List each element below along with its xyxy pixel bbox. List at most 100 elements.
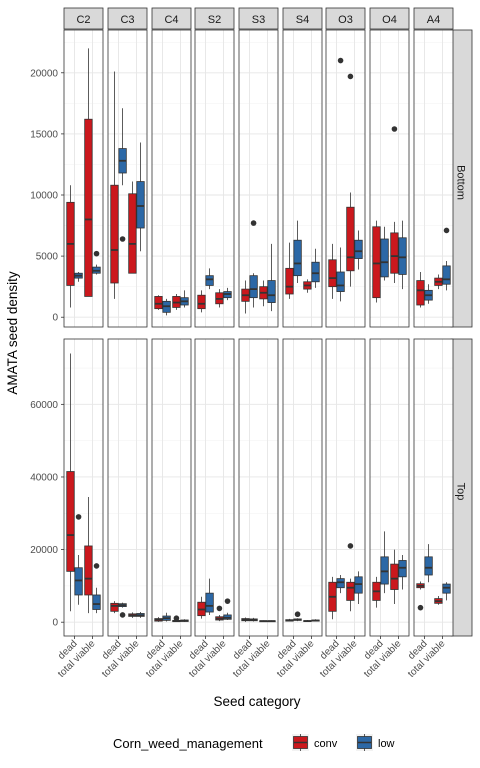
box-body — [110, 184, 119, 284]
box-body — [84, 118, 93, 297]
box-conv — [434, 274, 443, 290]
panel-border — [63, 338, 104, 637]
box-body — [380, 238, 389, 278]
facet-strip-label: C4 — [164, 14, 178, 26]
box-low — [136, 142, 145, 252]
box-conv — [434, 596, 443, 605]
outlier-point — [93, 563, 100, 569]
panel-border — [282, 29, 323, 328]
box-conv — [110, 601, 119, 614]
facet-strip-o3 — [325, 7, 366, 30]
box-body — [66, 471, 75, 572]
panel-border — [107, 29, 148, 328]
outlier-point — [173, 615, 180, 622]
box-body — [398, 560, 407, 578]
box-body — [328, 259, 337, 288]
panel-border — [107, 338, 148, 637]
box-low — [380, 531, 389, 594]
panel-border — [63, 29, 104, 328]
box-body — [74, 567, 83, 596]
panel-border — [238, 29, 279, 328]
row-strip-label: Bottom — [455, 165, 467, 200]
box-conv — [128, 181, 137, 274]
box-body — [390, 232, 399, 274]
box-body — [354, 239, 363, 259]
box-body — [293, 239, 302, 277]
outlier-point — [224, 598, 231, 604]
outlier-point — [417, 604, 424, 611]
box-body — [285, 267, 294, 295]
facet-strip-s4 — [282, 7, 323, 30]
panel-border — [369, 29, 410, 328]
box-conv — [303, 620, 312, 623]
box-low — [118, 108, 127, 242]
box-conv — [197, 596, 206, 619]
box-body — [197, 294, 206, 310]
facet-strip-label: A4 — [427, 14, 440, 26]
facet-strip-label: S4 — [296, 14, 309, 26]
box-low — [180, 619, 189, 622]
box-conv — [259, 280, 268, 307]
box-conv — [303, 279, 312, 293]
box-low — [354, 230, 363, 270]
facet-strip-c2 — [63, 7, 104, 30]
panel-background — [152, 339, 191, 636]
row-strip-label: Top — [455, 483, 467, 501]
outlier-point — [347, 73, 354, 80]
box-body — [311, 261, 320, 283]
box-low — [424, 544, 433, 583]
panel-border — [238, 338, 279, 637]
box-low — [336, 57, 345, 302]
outlier-point — [250, 220, 257, 226]
box-conv — [390, 126, 399, 283]
box-body — [390, 563, 399, 590]
box-low — [118, 602, 127, 618]
panel-background — [195, 30, 234, 327]
box-low — [162, 612, 171, 622]
outlier-point — [119, 612, 126, 618]
box-body — [249, 275, 258, 299]
box-body — [442, 583, 451, 594]
box-body — [128, 193, 137, 274]
outlier-point — [119, 236, 126, 242]
box-low — [398, 220, 407, 290]
facet-strip-label: S3 — [252, 14, 265, 26]
y-tick-label: 0 — [52, 618, 58, 629]
panel-top-c4 — [151, 338, 192, 637]
legend-label: conv — [314, 738, 338, 750]
facet-strip-o4 — [369, 7, 410, 30]
box-low — [249, 617, 258, 622]
box-conv — [372, 220, 381, 303]
box-low — [293, 220, 302, 283]
panel-border — [413, 338, 454, 637]
box-low — [442, 582, 451, 601]
box-conv — [346, 73, 355, 287]
box-body — [136, 181, 145, 229]
facet-strip-label: C3 — [120, 14, 134, 26]
facet-panels: C2 C3 C4 S2 S3 S4 O3 O4 A4 Bottom Top — [63, 7, 473, 637]
box-conv — [172, 615, 181, 623]
box-body — [205, 592, 214, 613]
panel-background — [152, 30, 191, 327]
panel-top-c3 — [107, 338, 148, 637]
facet-strip-s2 — [194, 7, 235, 30]
facet-strip-label: O3 — [338, 14, 353, 26]
box-conv — [390, 549, 399, 605]
panel-top-s3 — [238, 338, 279, 637]
box-low — [293, 611, 302, 622]
box-conv — [241, 617, 250, 622]
y-tick-label: 20000 — [30, 545, 58, 556]
panel-border — [151, 338, 192, 637]
panel-border — [282, 338, 323, 637]
box-body — [84, 545, 93, 596]
box-conv — [346, 543, 355, 612]
box-low — [267, 243, 276, 312]
box-conv — [154, 617, 163, 622]
panel-bottom-c4 — [151, 29, 192, 328]
outlier-point — [337, 57, 344, 64]
box-conv — [416, 581, 425, 611]
y-axis-title: AMATA seed density — [5, 271, 20, 395]
box-conv — [285, 618, 294, 622]
box-conv — [372, 576, 381, 608]
